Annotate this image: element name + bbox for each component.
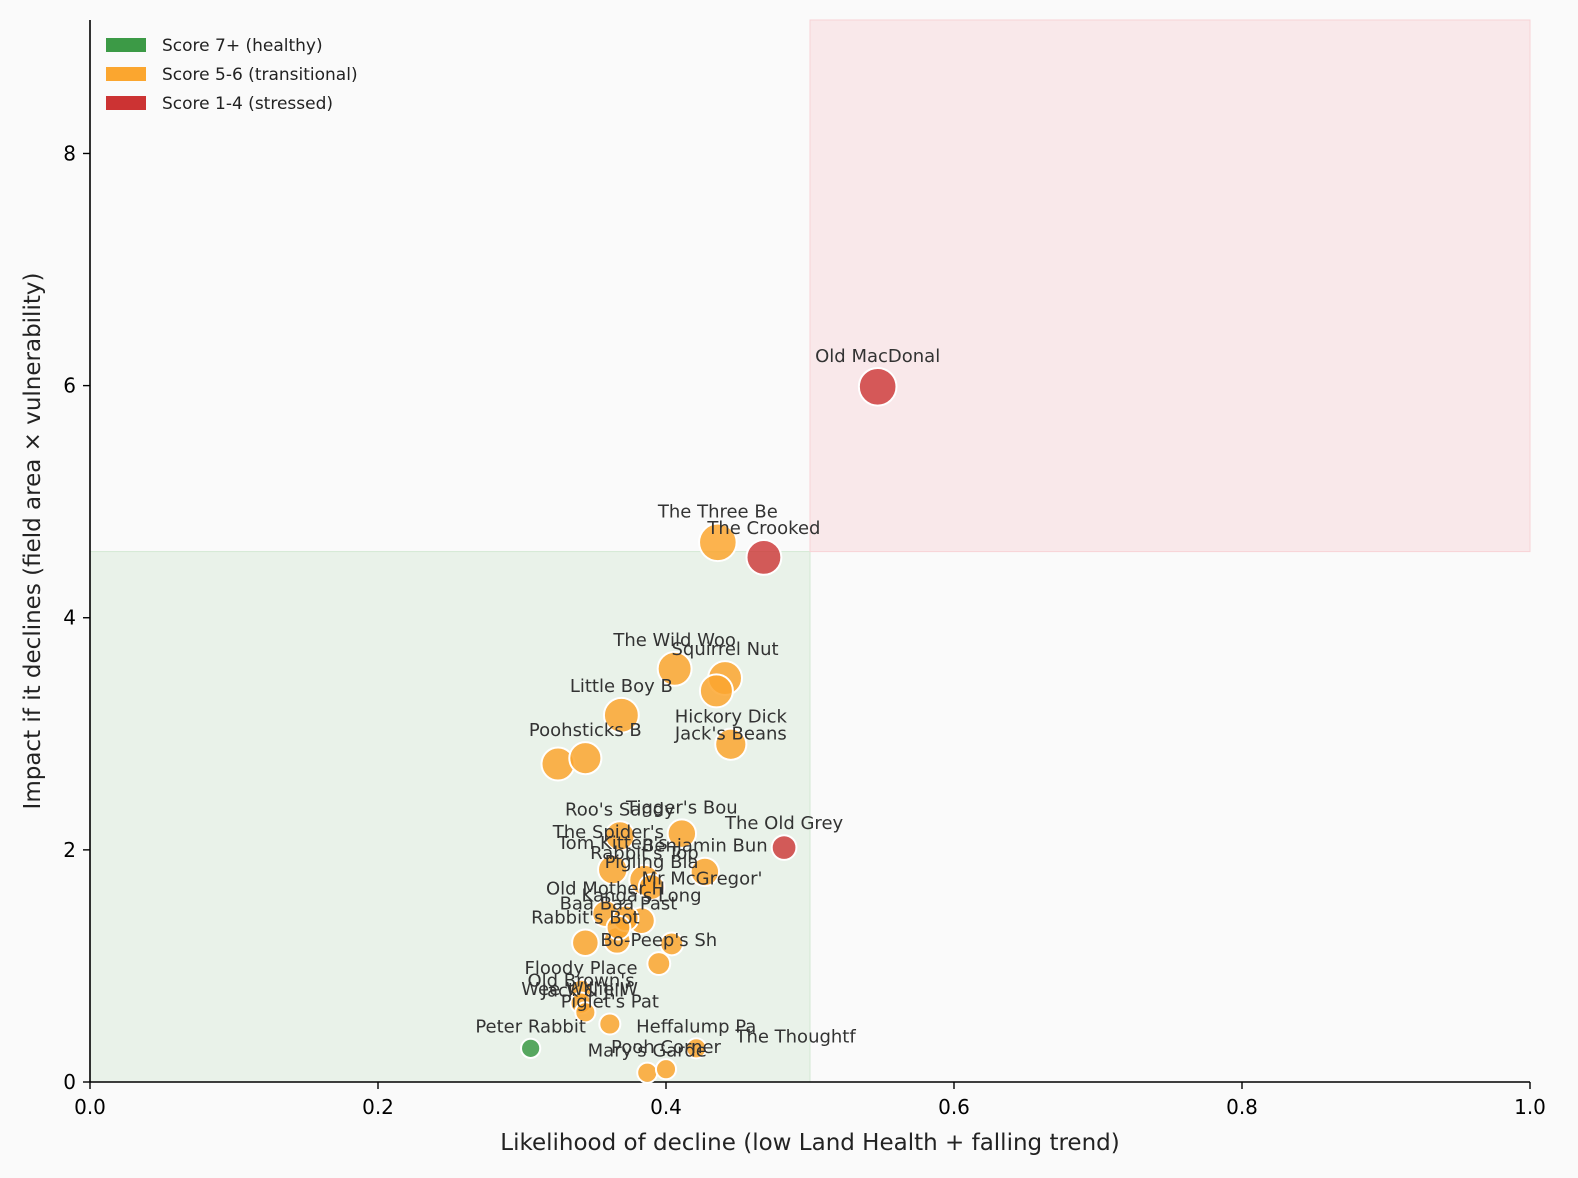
point-label: Little Boy B	[570, 676, 673, 697]
data-point	[714, 727, 748, 761]
point-label: Peter Rabbit	[475, 1017, 586, 1038]
data-point	[659, 931, 685, 957]
x-tick-label: 0.2	[362, 1095, 394, 1119]
y-tick-label: 4	[63, 606, 76, 630]
x-tick-label: 0.0	[74, 1095, 106, 1119]
data-point	[770, 834, 798, 861]
quadrant-region-1	[809, 19, 1531, 553]
point-label: Baa Baa Past	[560, 894, 678, 915]
data-point	[745, 538, 783, 576]
legend-swatch	[106, 67, 146, 81]
point-label: The Old Grey	[724, 813, 844, 834]
point-label: The Spider's	[552, 822, 664, 843]
data-point	[602, 696, 640, 734]
data-point	[568, 741, 603, 776]
data-point	[857, 366, 898, 407]
data-point	[520, 1037, 542, 1059]
point-label: Old Mother H	[546, 878, 665, 899]
data-point	[656, 650, 693, 687]
data-point	[654, 1058, 678, 1081]
point-label: Jack's Beans	[674, 723, 787, 744]
point-label: Mr McGregor'	[642, 868, 763, 889]
data-point	[685, 1037, 708, 1060]
data-points	[520, 366, 898, 1084]
point-label: Mary's Garde	[588, 1041, 707, 1062]
point-label: The Thoughtf	[734, 1026, 856, 1047]
point-label: Hickory Dick	[675, 707, 788, 728]
y-tick-label: 6	[63, 374, 76, 398]
point-label: Bo-Peep's Sh	[600, 930, 717, 951]
data-point	[574, 1001, 597, 1024]
point-label: Tigger's Bou	[625, 797, 738, 818]
x-tick-label: 0.6	[938, 1095, 970, 1119]
x-tick-label: 1.0	[1514, 1095, 1546, 1119]
point-label: Benjamin Bun	[642, 836, 768, 857]
legend-label: Score 7+ (healthy)	[162, 36, 323, 56]
data-point	[646, 951, 672, 977]
quadrant-region-0	[89, 551, 811, 1083]
y-tick-label: 0	[63, 1070, 76, 1094]
x-tick-label: 0.4	[650, 1095, 682, 1119]
legend-label: Score 1-4 (stressed)	[162, 94, 333, 114]
point-label: Rabbit's Bot	[531, 907, 640, 928]
y-tick-label: 2	[63, 838, 76, 862]
point-label: Pigling Bla	[605, 852, 699, 873]
axes: 0.0 0.2 0.4 0.6 0.8 1.0 0 2 4 6 8	[63, 20, 1546, 1119]
legend-swatch	[106, 38, 146, 52]
data-point	[637, 873, 666, 901]
point-label: Pooh Corner	[611, 1037, 722, 1058]
data-point	[698, 522, 738, 563]
point-label: Poohsticks B	[529, 720, 642, 741]
data-point	[598, 1012, 622, 1036]
point-label: Jack & Jill'	[541, 980, 629, 1001]
point-label: Tom Kitten's	[557, 833, 668, 854]
point-label: Wee Willie W	[521, 979, 638, 1000]
legend-label: Score 5-6 (transitional)	[162, 65, 358, 85]
data-point	[636, 1061, 659, 1084]
point-label: Old Brown's	[527, 971, 634, 992]
x-tick-label: 0.8	[1226, 1095, 1258, 1119]
data-point	[698, 673, 734, 709]
y-tick-label: 8	[63, 141, 76, 165]
data-point	[689, 856, 721, 888]
point-label: The Crooked	[706, 518, 820, 539]
point-label: The Wild Woo	[612, 630, 736, 651]
point-label: Floody Place	[525, 958, 638, 979]
point-label: Squirrel Nut	[672, 639, 779, 660]
point-label: Heffalump Pa	[636, 1016, 756, 1037]
data-point	[597, 853, 629, 886]
y-axis-label: Impact if it declines (field area × vuln…	[20, 273, 46, 810]
x-axis-label: Likelihood of decline (low Land Health +…	[500, 1130, 1119, 1156]
point-label: Rabbit's Top	[590, 843, 698, 864]
data-point	[604, 820, 636, 852]
point-label: Kanga's Long	[582, 885, 702, 906]
data-point	[571, 928, 600, 958]
point-label: Piglet's Pat	[561, 991, 659, 1012]
point-label: Old MacDonal	[815, 346, 940, 367]
quadrant-regions	[89, 19, 1531, 1083]
point-label: Roo's Sandy	[565, 799, 675, 820]
data-point	[605, 914, 632, 941]
legend: Score 7+ (healthy) Score 5-6 (transitiona…	[106, 36, 358, 114]
legend-swatch	[106, 96, 146, 110]
data-point	[666, 818, 698, 849]
point-label: The Three Be	[657, 501, 778, 522]
